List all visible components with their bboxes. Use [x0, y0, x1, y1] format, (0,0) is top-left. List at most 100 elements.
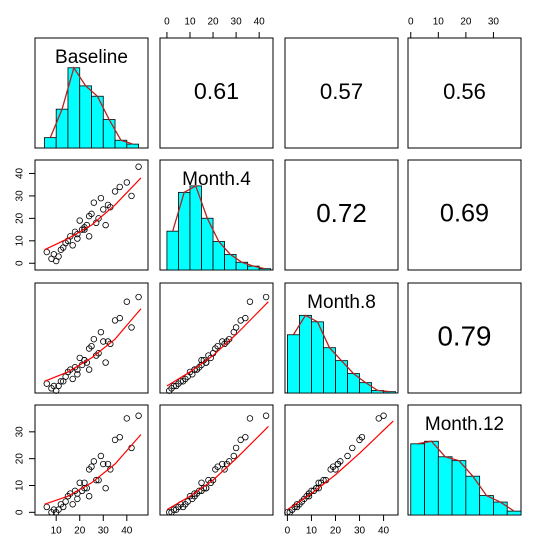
hist-bar — [437, 456, 453, 516]
y-tick-label: 0 — [15, 509, 26, 515]
y-tick-label: 40 — [15, 167, 26, 179]
point — [128, 192, 135, 200]
fit-line — [287, 420, 394, 511]
hist-bar — [311, 321, 324, 394]
point — [135, 293, 142, 301]
panel — [407, 282, 522, 394]
fit-line — [44, 308, 142, 382]
hist-bar — [359, 382, 372, 394]
point — [116, 314, 123, 322]
point — [60, 244, 67, 251]
point — [212, 466, 219, 473]
y-tick-label: 30 — [15, 190, 26, 202]
point — [97, 452, 105, 460]
x-tick-label: 10 — [51, 526, 63, 537]
point — [191, 490, 198, 497]
point — [62, 498, 69, 505]
point — [100, 338, 107, 345]
point — [48, 509, 55, 516]
point — [332, 466, 339, 473]
point — [219, 338, 226, 345]
point — [43, 503, 50, 511]
x-tick-label: 0 — [164, 17, 170, 28]
correlation: 0.61 — [194, 78, 239, 104]
point — [349, 444, 356, 452]
correlation: 0.56 — [443, 79, 486, 104]
point — [93, 352, 100, 359]
panel — [284, 37, 399, 149]
panel — [34, 282, 149, 394]
point — [123, 415, 131, 422]
point — [67, 233, 74, 240]
hist-bar — [44, 137, 57, 149]
x-tick-label: 20 — [330, 526, 342, 537]
point — [74, 495, 81, 503]
point — [175, 380, 182, 387]
point — [69, 501, 76, 508]
y-tick-label: 0 — [15, 260, 26, 266]
fit-line — [44, 177, 142, 251]
point — [111, 188, 119, 195]
point — [198, 479, 205, 487]
x-tick-label: 40 — [254, 17, 266, 28]
point — [166, 509, 173, 516]
point — [221, 340, 228, 348]
point — [107, 340, 114, 348]
point — [97, 328, 105, 336]
point — [69, 242, 76, 249]
point — [90, 335, 98, 343]
point — [232, 324, 240, 331]
point — [168, 385, 175, 392]
point — [327, 466, 334, 473]
point — [81, 479, 88, 487]
variable-label: Month.8 — [307, 292, 376, 313]
point — [85, 466, 93, 473]
density-line — [417, 440, 515, 512]
point — [60, 378, 67, 385]
point — [116, 433, 123, 441]
point — [95, 350, 102, 357]
point — [221, 466, 228, 473]
point — [305, 493, 313, 500]
point — [380, 412, 387, 419]
x-tick-label: 0 — [408, 17, 414, 28]
hist-bar — [506, 510, 522, 516]
panel — [284, 159, 399, 271]
density-line — [292, 314, 390, 393]
point — [104, 460, 112, 468]
hist-bar — [79, 85, 92, 149]
hist-bar — [493, 501, 508, 516]
x-tick-label: 30 — [354, 526, 366, 537]
point — [344, 452, 351, 460]
density-line — [49, 66, 133, 145]
point — [168, 509, 175, 516]
point — [111, 436, 119, 444]
x-tick-label: 20 — [207, 17, 219, 28]
x-tick-label: 20 — [460, 17, 472, 28]
point — [246, 298, 254, 305]
point — [242, 314, 249, 322]
point — [214, 342, 221, 350]
point — [184, 498, 191, 505]
x-tick-label: 10 — [433, 17, 445, 28]
point — [246, 415, 254, 422]
x-tick-label: 30 — [488, 17, 500, 28]
point — [262, 293, 270, 301]
hist-bar — [410, 443, 425, 516]
correlation: 0.57 — [320, 79, 363, 104]
y-tick-label: 10 — [15, 235, 26, 247]
point — [182, 375, 189, 383]
hist-bar — [323, 347, 336, 394]
y-tick-label: 20 — [15, 212, 26, 224]
point — [85, 345, 93, 352]
point — [67, 366, 74, 373]
point — [320, 476, 327, 484]
point — [76, 217, 83, 224]
point — [85, 212, 93, 220]
hist-bar — [126, 143, 139, 149]
point — [123, 179, 131, 186]
x-tick-label: 10 — [184, 17, 196, 28]
point — [135, 163, 142, 170]
point — [191, 366, 198, 373]
